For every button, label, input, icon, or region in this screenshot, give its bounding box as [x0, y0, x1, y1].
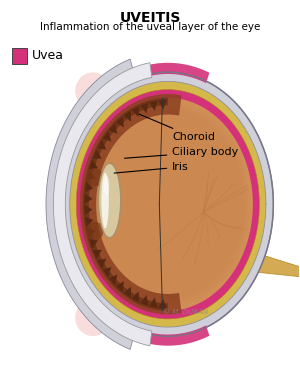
- Text: UVEITIS: UVEITIS: [119, 11, 181, 25]
- Ellipse shape: [86, 168, 104, 187]
- Polygon shape: [97, 259, 106, 269]
- Polygon shape: [116, 281, 124, 292]
- Polygon shape: [158, 298, 167, 309]
- Polygon shape: [70, 81, 266, 327]
- Polygon shape: [140, 295, 148, 306]
- Polygon shape: [109, 274, 117, 285]
- Polygon shape: [84, 193, 92, 204]
- Polygon shape: [103, 267, 111, 278]
- Ellipse shape: [98, 163, 121, 238]
- Polygon shape: [149, 100, 158, 111]
- Polygon shape: [124, 287, 131, 298]
- Text: Ciliary body: Ciliary body: [124, 147, 238, 158]
- Polygon shape: [93, 149, 102, 159]
- Polygon shape: [89, 160, 98, 169]
- Text: Iris: Iris: [114, 162, 189, 173]
- Text: Uvea: Uvea: [32, 49, 64, 62]
- Polygon shape: [86, 228, 95, 238]
- Polygon shape: [62, 72, 273, 336]
- FancyBboxPatch shape: [12, 48, 27, 63]
- Polygon shape: [116, 116, 124, 128]
- Polygon shape: [89, 239, 98, 249]
- Text: Inflammation of the uveal layer of the eye: Inflammation of the uveal layer of the e…: [40, 22, 260, 32]
- Polygon shape: [85, 216, 93, 227]
- Polygon shape: [149, 297, 158, 308]
- Polygon shape: [83, 98, 168, 311]
- Polygon shape: [80, 94, 182, 314]
- Text: © M. DURAN: © M. DURAN: [163, 309, 208, 315]
- Ellipse shape: [75, 72, 111, 110]
- Polygon shape: [76, 90, 260, 319]
- Polygon shape: [158, 100, 167, 110]
- Polygon shape: [84, 205, 92, 215]
- Polygon shape: [93, 250, 102, 259]
- Ellipse shape: [75, 299, 111, 336]
- Polygon shape: [55, 63, 209, 346]
- Text: Choroid: Choroid: [139, 114, 215, 142]
- Polygon shape: [132, 291, 140, 303]
- Polygon shape: [85, 182, 93, 192]
- Polygon shape: [46, 59, 134, 350]
- Polygon shape: [140, 102, 148, 114]
- Ellipse shape: [86, 222, 104, 240]
- Polygon shape: [258, 256, 300, 277]
- Polygon shape: [86, 170, 95, 180]
- Polygon shape: [83, 98, 253, 311]
- Polygon shape: [97, 140, 106, 150]
- Polygon shape: [53, 63, 152, 346]
- Polygon shape: [70, 81, 266, 327]
- Polygon shape: [109, 123, 117, 134]
- Ellipse shape: [101, 172, 109, 228]
- Polygon shape: [132, 106, 140, 117]
- Polygon shape: [124, 111, 131, 122]
- Ellipse shape: [104, 176, 109, 196]
- Polygon shape: [103, 131, 111, 141]
